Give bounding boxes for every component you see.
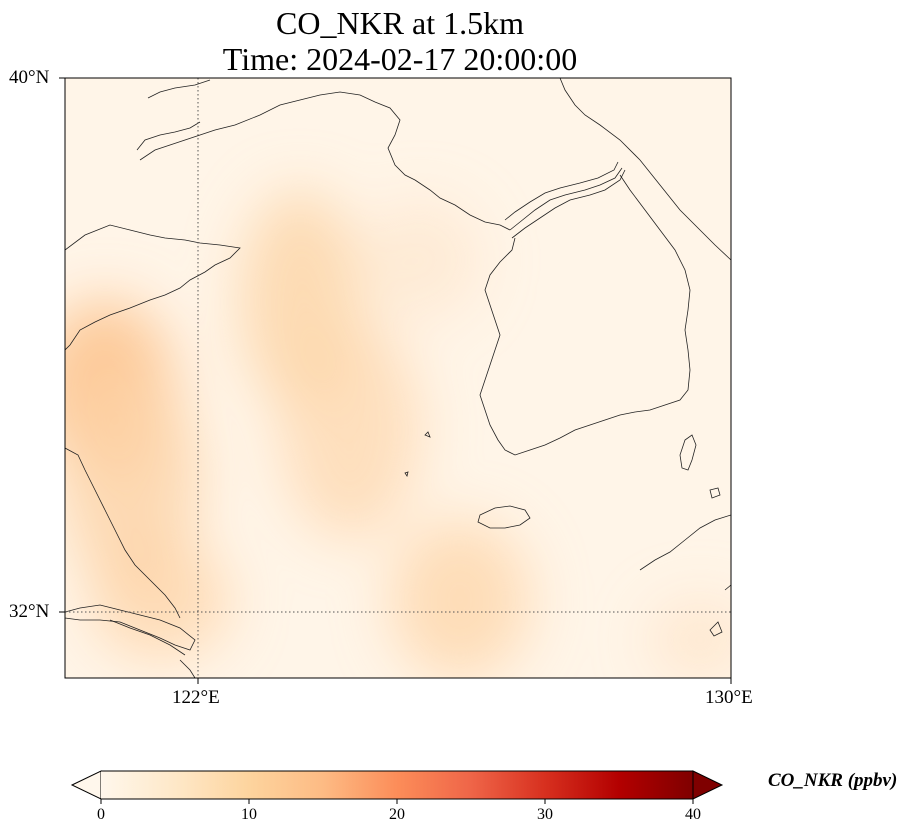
colorbar-tick-30: 30	[537, 806, 553, 823]
coastlines	[65, 78, 731, 678]
colorbar-tick-40: 40	[685, 806, 701, 823]
colorbar-min-extend	[70, 770, 102, 800]
colorbar-tick-20: 20	[389, 806, 405, 823]
lon-tick-130: 130°E	[705, 687, 753, 708]
gridlines	[65, 78, 731, 678]
concentration-field	[65, 190, 731, 678]
colorbar-ticks	[100, 799, 694, 804]
lon-tick-122: 122°E	[172, 687, 220, 708]
map-time: Time: 2024-02-17 20:00:00	[222, 41, 578, 77]
map-title: CO_NKR at 1.5km	[276, 5, 524, 41]
map-frame	[64, 77, 732, 679]
colorbar-tick-0: 0	[97, 806, 105, 823]
colorbar-gradient	[101, 771, 693, 799]
colorbar-tick-10: 10	[241, 806, 257, 823]
lat-tick-32: 32°N	[9, 601, 50, 622]
lat-tick-40: 40°N	[9, 67, 50, 88]
colorbar-max-extend	[692, 770, 724, 800]
axis-ticks	[59, 77, 732, 684]
colorbar-label: CO_NKR (ppbv)	[768, 770, 898, 791]
